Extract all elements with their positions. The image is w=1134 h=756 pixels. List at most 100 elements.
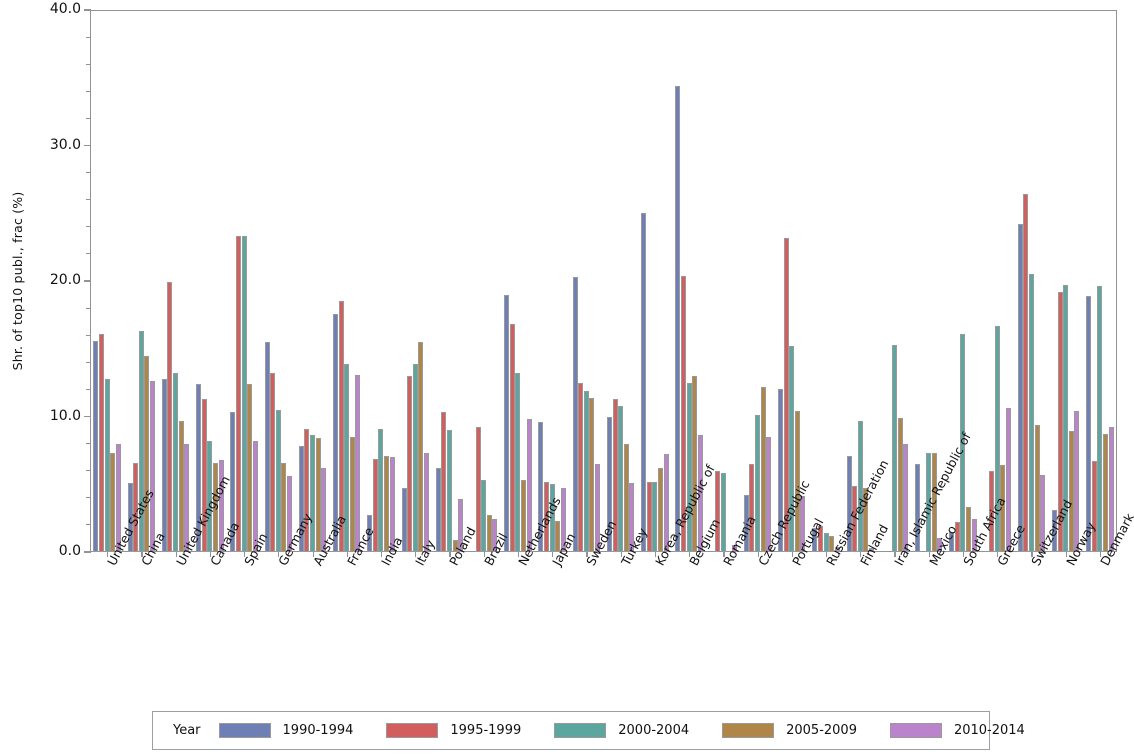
bar-group xyxy=(743,10,772,552)
x-tick-mark xyxy=(620,552,622,557)
legend-label: 2010-2014 xyxy=(953,723,1025,738)
bar xyxy=(618,405,624,552)
x-tick-mark xyxy=(1065,552,1067,557)
bar xyxy=(458,499,464,552)
y-tick-major xyxy=(84,144,91,147)
bar xyxy=(344,363,350,552)
y-tick-label: 0.0 xyxy=(58,543,81,559)
bar xyxy=(949,531,955,552)
bar xyxy=(161,378,167,552)
bar xyxy=(230,412,236,552)
y-tick-minor xyxy=(86,470,91,472)
bar xyxy=(110,453,116,552)
bar xyxy=(310,435,315,552)
bar xyxy=(298,446,304,552)
bar-group xyxy=(778,10,806,552)
bar xyxy=(538,421,544,552)
x-tick-mark xyxy=(141,552,143,557)
legend-item[interactable]: 2005-2009 xyxy=(722,723,857,738)
legend-items: 1990-1994 1995-1999 2000-2004 2005-2009 2010… xyxy=(218,723,1058,738)
bar-group xyxy=(333,10,361,552)
bar xyxy=(441,412,447,552)
bar xyxy=(1063,285,1069,552)
bar xyxy=(412,363,418,552)
bar xyxy=(863,488,869,552)
bar xyxy=(264,341,270,552)
bar xyxy=(926,453,932,552)
bar xyxy=(749,463,755,552)
bar xyxy=(338,301,344,552)
bar xyxy=(817,526,823,552)
bar-group xyxy=(606,10,635,552)
x-tick-mark xyxy=(244,552,246,557)
bar xyxy=(1051,510,1057,552)
bar xyxy=(504,294,510,552)
bar xyxy=(321,468,327,552)
bar xyxy=(800,496,806,552)
bar xyxy=(680,275,686,552)
bar xyxy=(629,482,635,552)
bar-group xyxy=(1017,10,1046,552)
bar xyxy=(1068,431,1074,552)
bar-group xyxy=(504,10,532,552)
bar xyxy=(595,463,601,552)
bar xyxy=(184,443,190,552)
bar xyxy=(783,237,789,552)
y-tick-minor xyxy=(86,361,91,363)
bar xyxy=(452,539,458,552)
bar xyxy=(915,463,921,552)
bar xyxy=(492,519,498,552)
bar xyxy=(446,430,452,552)
bar xyxy=(1000,465,1006,552)
x-tick-mark xyxy=(654,552,657,557)
bar xyxy=(606,416,612,552)
bar-group xyxy=(470,10,498,552)
bar xyxy=(1074,411,1080,552)
x-tick-mark xyxy=(346,552,348,557)
bar-group xyxy=(949,10,977,552)
x-tick-mark xyxy=(689,552,691,557)
bar xyxy=(178,420,184,552)
bar xyxy=(138,331,144,552)
bar xyxy=(578,382,584,552)
bar xyxy=(766,436,772,552)
bar xyxy=(1040,474,1046,552)
bar xyxy=(931,453,937,552)
legend-item[interactable]: 1990-1994 xyxy=(218,723,353,738)
bar xyxy=(623,443,629,552)
legend-item[interactable]: 2000-2004 xyxy=(554,723,689,738)
bar xyxy=(868,547,874,552)
legend-item[interactable]: 1995-1999 xyxy=(386,723,521,738)
bar xyxy=(423,453,429,552)
bar xyxy=(207,440,213,552)
bar-group xyxy=(846,10,874,552)
bar xyxy=(367,515,373,552)
x-tick-mark xyxy=(517,552,520,557)
bar xyxy=(1102,434,1108,552)
x-tick-mark xyxy=(449,552,451,557)
bar xyxy=(150,381,156,552)
bar xyxy=(212,462,218,552)
x-tick-mark xyxy=(791,552,793,557)
bar xyxy=(1023,194,1029,552)
bar xyxy=(241,236,247,552)
y-tick-major xyxy=(84,280,91,282)
y-tick-minor xyxy=(86,253,91,255)
x-tick-mark xyxy=(826,552,828,557)
y-tick-label: 40.0 xyxy=(49,1,81,17)
y-tick-label: 20.0 xyxy=(49,272,81,288)
x-tick-mark xyxy=(586,552,588,557)
bar xyxy=(407,375,413,552)
x-tick-mark xyxy=(175,552,177,557)
bar xyxy=(897,417,903,552)
bar-group xyxy=(1086,10,1114,552)
bar xyxy=(201,398,207,552)
bar xyxy=(994,325,1000,552)
bar xyxy=(286,476,292,552)
legend-item[interactable]: 2010-2014 xyxy=(889,723,1025,738)
bar xyxy=(646,481,652,552)
bar xyxy=(509,324,515,552)
y-tick-minor xyxy=(86,90,91,92)
x-tick-mark xyxy=(1099,552,1102,557)
